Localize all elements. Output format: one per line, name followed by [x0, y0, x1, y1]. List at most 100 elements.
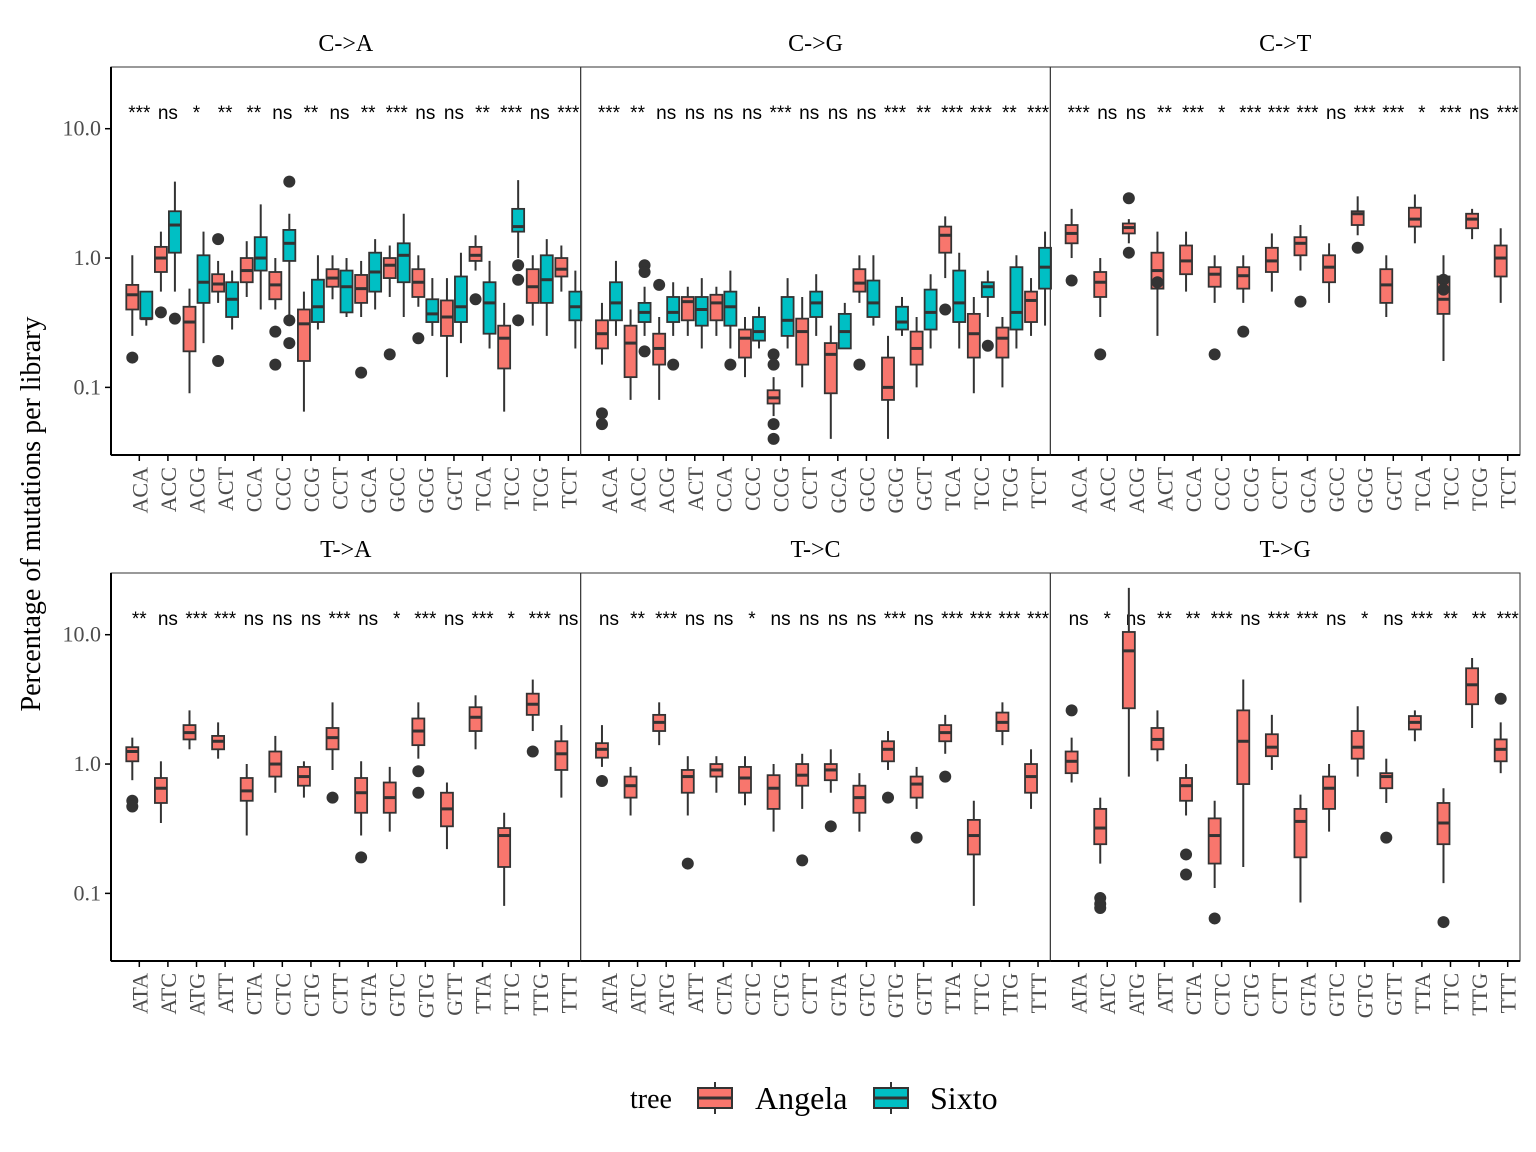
box-sixto-ACC [168, 181, 182, 325]
box-angela-GTA [354, 761, 369, 864]
box-angela-TCG [1465, 208, 1479, 240]
significance-label: *** [1268, 103, 1291, 124]
box-body [454, 275, 468, 323]
box-body [297, 308, 311, 362]
significance-label: *** [970, 609, 993, 630]
box-angela-CCG [297, 291, 311, 412]
box-body [396, 242, 411, 284]
outlier-point [1437, 273, 1450, 286]
legend-key-angela [697, 1082, 733, 1114]
box-angela-ACT [680, 286, 695, 336]
significance-label: ns [1097, 103, 1117, 124]
box-angela-ATC [1093, 797, 1108, 915]
box-sixto-CCC [282, 175, 297, 350]
box-angela-TTA [468, 695, 483, 750]
box-body [1350, 730, 1365, 760]
x-tick-label: ACG [654, 467, 679, 514]
box-sixto-GCC [866, 255, 881, 326]
outlier-point [269, 358, 282, 371]
significance-label: *** [1439, 103, 1462, 124]
outlier-point [1494, 692, 1507, 705]
box-angela-CTC [738, 756, 752, 806]
outlier-point [939, 303, 952, 316]
facet-panels: C->A0.11.010.0ACA***ACCnsACG*ACT**CCA**C… [63, 31, 1521, 1018]
significance-label: ** [218, 103, 233, 124]
box-angela-GCA [823, 325, 838, 439]
significance-label: *** [1068, 103, 1091, 124]
significance-label: *** [500, 103, 523, 124]
box-angela-GTC [382, 766, 397, 832]
x-tick-label: CCC [740, 467, 765, 511]
box-sixto-TCA [952, 252, 967, 349]
significance-label: ns [914, 609, 934, 630]
box-angela-ACC [154, 231, 168, 319]
x-tick-label: ATG [1124, 973, 1149, 1016]
outlier-point [667, 358, 680, 371]
box-angela-ACC [623, 309, 638, 400]
significance-label: ns [799, 103, 819, 124]
significance-label: *** [941, 609, 964, 630]
box-angela-GTT [440, 782, 454, 850]
box-sixto-GCG [425, 278, 440, 336]
significance-label: ns [558, 609, 578, 630]
significance-label: *** [998, 609, 1021, 630]
box-angela-GTT [1379, 758, 1394, 844]
significance-label: ns [329, 103, 349, 124]
significance-label: * [193, 103, 201, 124]
significance-label: *** [185, 609, 208, 630]
significance-label: ns [656, 103, 676, 124]
x-tick-label: ACA [127, 467, 152, 514]
significance-label: *** [557, 103, 580, 124]
box-angela-TCG [995, 317, 1010, 388]
x-tick-label: ACC [1095, 467, 1120, 512]
significance-label: *** [414, 609, 437, 630]
significance-label: *** [1239, 103, 1262, 124]
significance-label: ns [1326, 103, 1346, 124]
box-angela-GTT [909, 766, 924, 844]
x-tick-label: CTA [242, 973, 267, 1015]
box-body [938, 225, 953, 254]
box-body [723, 290, 738, 327]
panel-title: C->G [788, 31, 843, 57]
significance-label: *** [1027, 103, 1050, 124]
significance-label: *** [970, 103, 993, 124]
box-sixto-GCC [396, 213, 411, 318]
box-angela-GCG [1350, 196, 1365, 254]
box-body [1009, 266, 1024, 331]
outlier-point [853, 358, 866, 371]
significance-label: ** [246, 103, 261, 124]
outlier-point [1208, 912, 1221, 925]
box-body [339, 269, 354, 314]
outlier-point [638, 265, 651, 278]
box-angela-CCG [1236, 255, 1251, 338]
x-tick-label: TCC [969, 467, 994, 510]
x-tick-label: CCA [242, 467, 267, 512]
box-angela-ACC [1093, 258, 1108, 361]
outlier-point [1122, 192, 1135, 205]
box-body [1293, 236, 1308, 257]
x-tick-label: CCT [328, 466, 353, 509]
x-tick-label: CTC [1210, 973, 1235, 1016]
box-sixto-ACA [609, 260, 623, 336]
x-tick-label: GTG [413, 973, 438, 1018]
box-body [752, 316, 766, 342]
box-body [995, 326, 1010, 359]
x-tick-label: TCT [1496, 466, 1521, 508]
box-angela-CTG [1236, 679, 1251, 867]
box-angela-GTA [823, 749, 838, 833]
significance-label: *** [598, 103, 621, 124]
panel-title: C->T [1259, 31, 1312, 57]
box-angela-ACG [182, 288, 197, 394]
box-body [1121, 631, 1136, 710]
significance-label: ** [630, 609, 645, 630]
outlier-point [910, 831, 923, 844]
box-angela-GCA [354, 260, 369, 379]
box-angela-CCT [795, 296, 810, 388]
x-tick-label: ACT [683, 466, 708, 511]
significance-label: ns [1326, 609, 1346, 630]
box-body [823, 763, 838, 782]
panel-C-to-A: C->A 0.1 1.0 10.0 ACA *** ACC ns ACG * ACT ** CCA ** C… [63, 31, 583, 514]
outlier-point [595, 774, 608, 787]
x-tick-label: GTT [442, 972, 467, 1015]
